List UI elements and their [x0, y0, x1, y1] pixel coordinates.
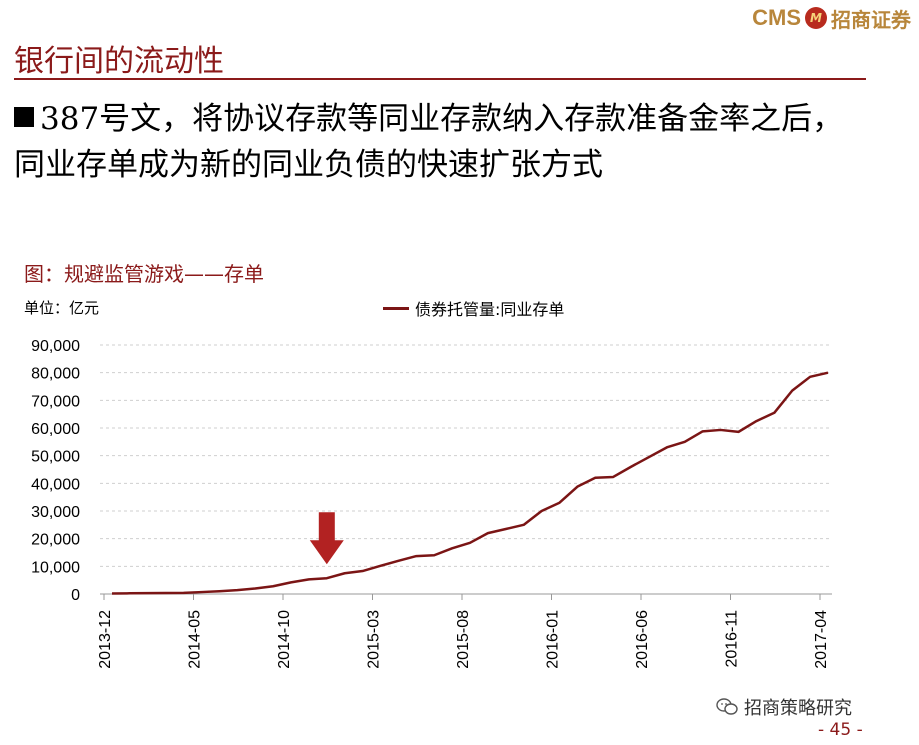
page-number: - 45 - — [818, 720, 863, 740]
y-tick-label: 40,000 — [31, 476, 80, 493]
watermark-text: 招商策略研究 — [744, 698, 852, 719]
y-tick-label: 50,000 — [31, 449, 80, 466]
x-tick-label: 2014-05 — [187, 610, 204, 669]
x-tick-label: 2016-11 — [724, 610, 741, 668]
slide-title: 银行间的流动性 — [14, 44, 224, 79]
unit-label: 单位：亿元 — [24, 299, 100, 317]
bullet-text: 387号文，将协议存款等同业存款纳入存款准备金率之后，同业存单成为新的同业负债的… — [14, 101, 844, 183]
wechat-watermark: 招商策略研究 — [716, 694, 852, 720]
down-arrow-annotation — [309, 512, 344, 565]
y-tick-label: 10,000 — [31, 559, 80, 576]
y-tick-label: 90,000 — [31, 338, 80, 355]
title-divider — [14, 78, 866, 80]
x-tick-label: 2017-04 — [813, 610, 830, 669]
y-tick-label: 0 — [71, 587, 80, 604]
x-tick-label: 2015-08 — [455, 610, 472, 669]
chart-legend: 债券托管量:同业存单 — [383, 296, 564, 320]
x-tick-label: 2013-12 — [97, 610, 114, 669]
y-tick-label: 60,000 — [31, 421, 80, 438]
x-tick-label: 2016-06 — [634, 610, 651, 669]
bullet-point: 387号文，将协议存款等同业存款纳入存款准备金率之后，同业存单成为新的同业负债的… — [14, 96, 874, 188]
legend-swatch — [383, 306, 409, 310]
x-tick-label: 2015-03 — [366, 610, 383, 669]
company-logo: CMS M 招商证券 — [752, 3, 911, 33]
y-tick-label: 20,000 — [31, 532, 80, 549]
x-tick-label: 2016-01 — [545, 610, 562, 669]
wechat-icon — [716, 698, 738, 715]
logo-text-cn: 招商证券 — [831, 7, 911, 32]
y-tick-label: 70,000 — [31, 393, 80, 410]
line-chart: 0 10,000 20,000 30,000 40,000 50,000 60,000 70,… — [31, 338, 832, 669]
legend-label: 债券托管量:同业存单 — [415, 300, 565, 319]
logo-text-en: CMS — [752, 5, 801, 30]
y-tick-label: 30,000 — [31, 504, 80, 521]
y-tick-label: 80,000 — [31, 366, 80, 383]
logo-badge-icon: M — [805, 7, 827, 29]
figure-title: 图：规避监管游戏——存单 — [24, 262, 264, 286]
x-tick-label: 2014-10 — [276, 610, 293, 669]
square-bullet-icon — [14, 107, 34, 127]
